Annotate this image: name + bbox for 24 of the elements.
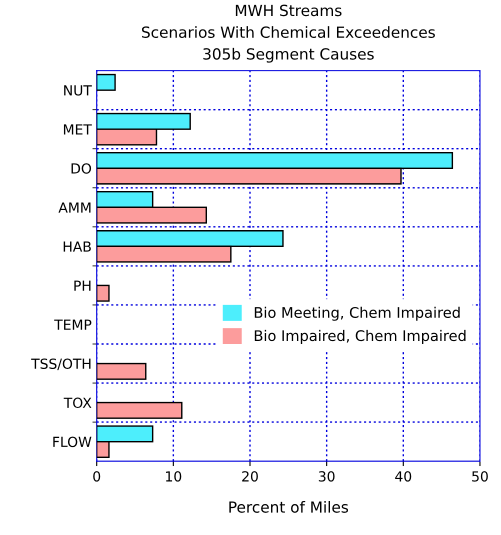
y-tick-label: HAB — [64, 242, 91, 252]
bar — [96, 74, 116, 91]
x-tick-label: 30 — [318, 471, 335, 482]
x-tick-label: 10 — [166, 471, 182, 482]
bar — [96, 284, 110, 302]
x-tick-label: 20 — [242, 471, 258, 482]
legend-label: Bio Impaired, Chem Impaired — [254, 330, 466, 344]
chart-title: MWH Streams Scenarios With Chemical Exceedences 305b Segment Causes — [142, 4, 435, 63]
x-axis-title: Percent of Miles — [229, 501, 348, 513]
legend-label: Bio Meeting, Chem Impaired — [254, 306, 460, 321]
y-tick-label: DO — [72, 163, 92, 174]
y-tick-label: PH — [74, 280, 90, 291]
y-tick-label: FLOW — [53, 436, 92, 448]
x-tick-label: 0 — [93, 471, 100, 482]
bar — [96, 362, 146, 380]
y-tick-label: TOX — [64, 398, 92, 408]
y-tick-label: TSS/OTH — [31, 358, 90, 370]
y-tick-label: NUT — [64, 85, 92, 96]
x-tick-label: 50 — [472, 471, 488, 482]
x-tick-label: 40 — [395, 471, 412, 482]
bar — [96, 402, 182, 419]
y-tick-label: MET — [64, 124, 92, 134]
y-tick-label: AMM — [58, 202, 90, 213]
y-tick-label: TEMP — [54, 320, 92, 330]
